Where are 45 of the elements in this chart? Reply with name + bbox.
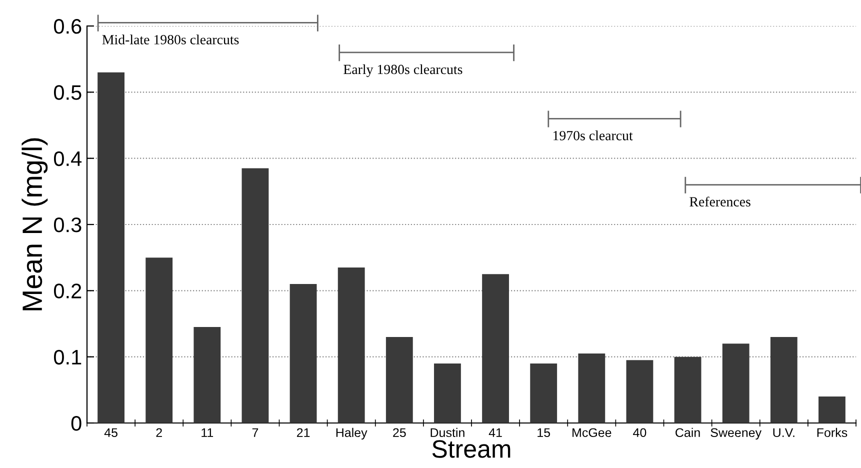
x-tick-label: 40 xyxy=(633,428,646,438)
bar xyxy=(674,356,702,423)
annotation: Mid-late 1980s clearcuts xyxy=(102,34,239,44)
x-tick-label: 45 xyxy=(104,428,118,438)
bar xyxy=(482,274,509,423)
bar xyxy=(770,336,798,423)
bar xyxy=(98,72,124,423)
bar xyxy=(146,258,173,423)
x-tick-label: 15 xyxy=(538,428,550,438)
y-axis-title: Mean N (mg/l) xyxy=(22,138,48,310)
y-tick-label: 0.4 xyxy=(54,151,82,166)
x-tick-label: Cain xyxy=(676,428,700,438)
x-tick-label: Sweeney xyxy=(710,428,762,440)
bar xyxy=(338,268,365,423)
y-tick-label: 0.3 xyxy=(54,218,82,232)
annotation: 1970s clearcut xyxy=(553,130,633,140)
x-tick-label: Haley xyxy=(336,428,368,440)
bar xyxy=(818,396,846,423)
y-tick-label: 0.2 xyxy=(54,284,82,298)
y-tick-label: 0.1 xyxy=(54,350,82,365)
bar xyxy=(290,284,317,423)
x-tick-label: 11 xyxy=(202,428,214,437)
y-tick-label: 0.5 xyxy=(54,85,82,100)
x-tick-label: 41 xyxy=(488,428,502,437)
annotation: References xyxy=(690,196,750,206)
x-tick-label: U.V. xyxy=(773,428,794,438)
x-tick-label: Dustin xyxy=(430,428,464,438)
bar xyxy=(626,360,654,423)
bar xyxy=(194,327,221,423)
bar xyxy=(242,168,269,423)
bar xyxy=(386,336,413,423)
x-axis-title: Stream xyxy=(432,440,510,458)
annotation: Early 1980s clearcuts xyxy=(344,64,462,78)
x-tick-label: McGee xyxy=(572,428,612,438)
x-tick-label: 2 xyxy=(156,428,162,437)
bar xyxy=(530,363,558,423)
x-tick-label: 21 xyxy=(296,428,310,437)
y-tick-label: 0 xyxy=(71,416,82,431)
bar xyxy=(434,363,461,423)
x-tick-label: 7 xyxy=(252,428,258,437)
bar xyxy=(578,354,606,423)
y-tick-label: 0.6 xyxy=(54,19,82,34)
bar xyxy=(722,344,750,423)
x-tick-label: 25 xyxy=(393,428,406,438)
x-tick-label: Forks xyxy=(817,428,848,438)
